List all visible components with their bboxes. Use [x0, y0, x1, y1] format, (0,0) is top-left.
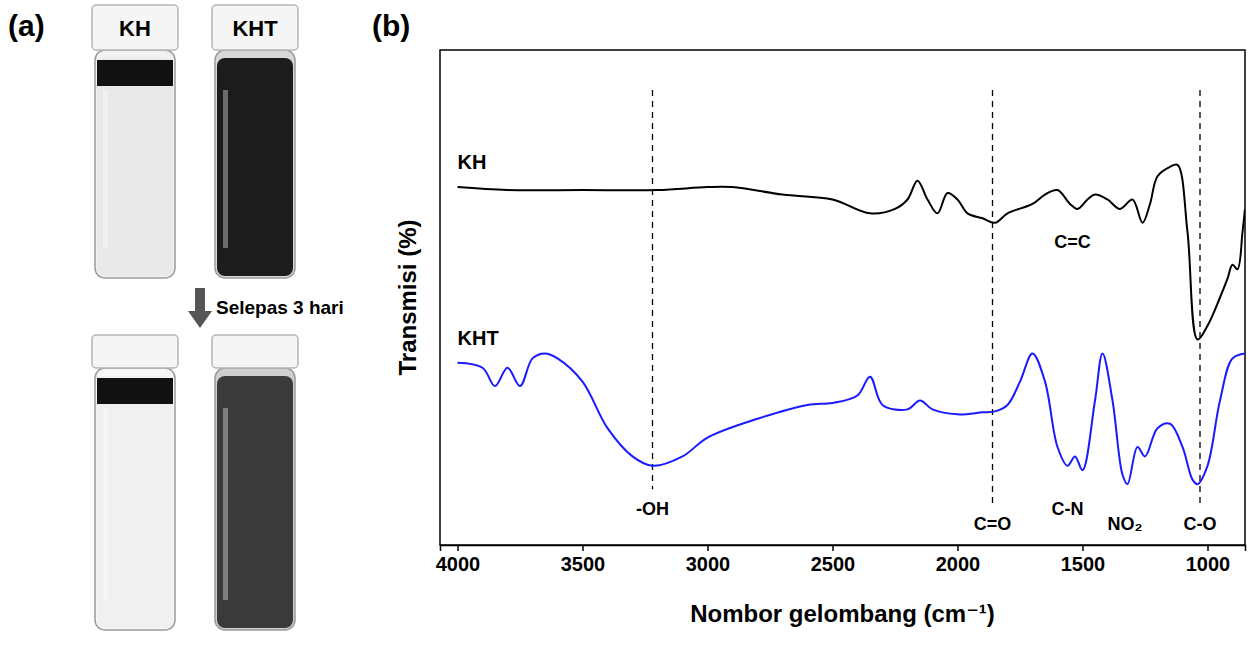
vial-highlight: [103, 90, 108, 248]
x-tick: 1000: [1186, 545, 1231, 575]
panel-label: (a): [8, 9, 45, 42]
y-axis-title: Transmisi (%): [394, 219, 421, 375]
vial-cap: [92, 5, 178, 50]
reference-line: [992, 90, 993, 504]
panel-a: (a) KH KHT Selepas 3 hari: [8, 5, 344, 630]
arrow-label: Selepas 3 hari: [216, 297, 344, 318]
vial-cap: [212, 335, 298, 368]
figure: (a) KH KHT Selepas 3 hari (b) 4000 3500 3000 250…: [0, 0, 1256, 646]
panel-b: (b) 4000 3500 3000 2500 2000 1500 1000 Nombor ge…: [372, 9, 1246, 627]
vial-label: KH: [119, 16, 151, 41]
annotation-label: C-O: [1184, 514, 1217, 534]
annotation-label: -OH: [636, 499, 669, 519]
x-axis-title: Nombor gelombang (cm⁻¹): [690, 600, 995, 627]
plot-frame: [440, 50, 1245, 545]
plot-texts: KH KHT -OH C=O C=C C-N NO₂ C-O: [458, 151, 1217, 534]
spectrum-line: [458, 353, 1246, 484]
vial-highlight: [223, 90, 228, 248]
arrow-head: [188, 311, 212, 328]
reference-line: [652, 90, 653, 489]
vial-highlight: [223, 408, 228, 600]
vial-liquid: [97, 376, 173, 628]
vial-glass: [95, 368, 175, 630]
x-tick-mark: [832, 545, 834, 551]
x-tick-label: 2000: [936, 553, 981, 575]
x-tick: 3000: [686, 545, 731, 575]
vial-powder: [97, 60, 173, 86]
spectrum-line: [458, 164, 1246, 339]
vial-liquid: [217, 376, 293, 628]
x-tick-mark: [1207, 545, 1209, 551]
x-tick-mark: [707, 545, 709, 551]
x-tick: 2000: [936, 545, 981, 575]
x-tick-label: 2500: [811, 553, 856, 575]
panel-label: (b): [372, 9, 410, 42]
annotation-label: NO₂: [1108, 514, 1143, 534]
annotation-label: C-N: [1052, 499, 1084, 519]
vial-label: KHT: [232, 16, 278, 41]
x-tick-mark: [1082, 545, 1084, 551]
vial-cap: [212, 5, 298, 50]
vial-glass: [95, 50, 175, 278]
vial-powder: [97, 378, 173, 404]
series-label: KH: [458, 151, 487, 173]
x-tick-mark: [957, 545, 959, 551]
vial-liquid: [217, 58, 293, 276]
x-tick: 4000: [436, 545, 481, 575]
annotation-label: C=O: [974, 514, 1012, 534]
x-tick: 1500: [1061, 545, 1106, 575]
vial-glass: [215, 50, 295, 278]
vial-highlight: [103, 408, 108, 600]
x-tick-label: 1500: [1061, 553, 1106, 575]
x-tick-label: 1000: [1186, 553, 1231, 575]
x-tick-label: 3500: [561, 553, 606, 575]
vial-glass: [215, 368, 295, 630]
vial-liquid: [97, 58, 173, 276]
x-tick-mark: [457, 545, 459, 551]
arrow-shaft: [195, 288, 205, 312]
x-axis: 4000 3500 3000 2500 2000 1500 1000: [436, 545, 1246, 575]
x-tick-label: 3000: [686, 553, 731, 575]
x-tick: 3500: [561, 545, 606, 575]
plot-lines: [458, 164, 1246, 484]
annotation-label: C=C: [1054, 232, 1091, 252]
reference-line: [1199, 90, 1200, 504]
x-tick-mark: [582, 545, 584, 551]
x-axis-line: [441, 546, 1246, 552]
series-label: KHT: [458, 327, 499, 349]
x-tick: 2500: [811, 545, 856, 575]
vial-cap: [92, 335, 178, 368]
x-tick-label: 4000: [436, 553, 481, 575]
